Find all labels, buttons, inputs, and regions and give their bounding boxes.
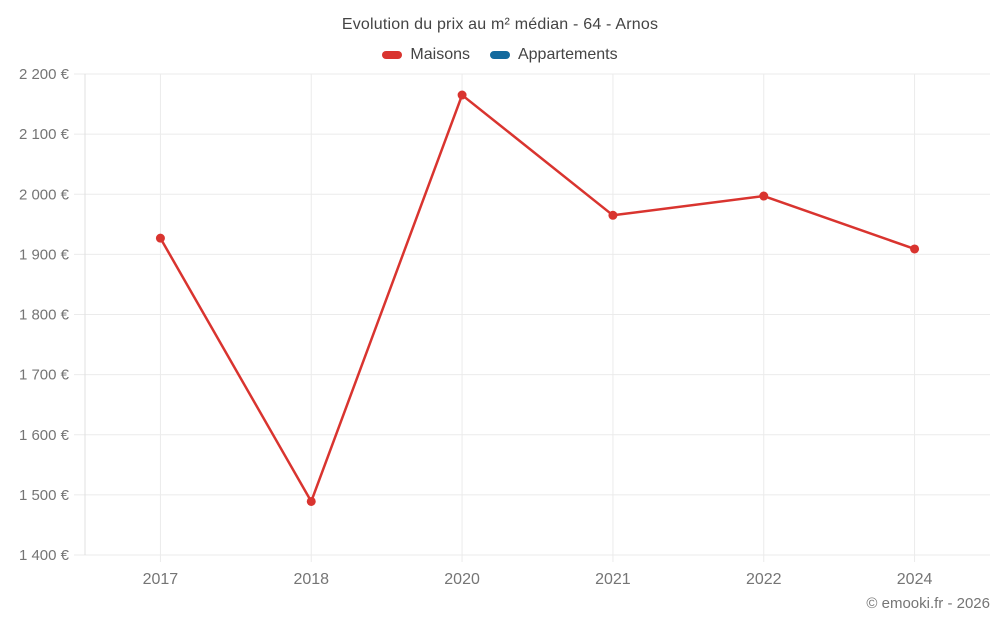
y-tick-label: 1 700 € — [19, 367, 70, 384]
y-tick-label: 1 900 € — [19, 246, 70, 263]
legend-swatch-maisons — [382, 51, 403, 59]
legend-item-maisons: Maisons — [382, 46, 470, 64]
x-tick-label: 2022 — [746, 571, 782, 588]
data-point-maisons — [608, 210, 618, 220]
x-tick-label: 2018 — [293, 571, 329, 588]
copyright: © emooki.fr - 2026 — [866, 595, 990, 612]
x-tick-label: 2024 — [897, 571, 933, 588]
data-point-maisons — [457, 90, 467, 100]
chart-title: Evolution du prix au m² médian - 64 - Ar… — [341, 16, 659, 33]
legend: Maisons Appartements — [0, 46, 1000, 64]
legend-item-appartements: Appartements — [489, 46, 618, 64]
y-tick-label: 1 500 € — [19, 487, 70, 504]
x-tick-label: 2017 — [143, 571, 179, 588]
y-tick-label: 2 000 € — [19, 186, 70, 203]
legend-label-maisons: Maisons — [410, 46, 470, 63]
data-point-maisons — [155, 233, 165, 243]
series-line-maisons — [159, 93, 916, 503]
y-tick-label: 1 800 € — [19, 307, 70, 324]
y-tick-label: 1 400 € — [19, 547, 70, 564]
x-tick-label: 2020 — [444, 571, 480, 588]
legend-swatch-appartements — [489, 51, 510, 59]
data-point-maisons — [306, 496, 316, 506]
legend-label-appartements: Appartements — [517, 46, 618, 63]
data-point-maisons — [910, 244, 920, 254]
y-tick-label: 1 600 € — [19, 427, 70, 444]
y-tick-label: 2 100 € — [19, 126, 70, 143]
x-tick-label: 2021 — [595, 571, 631, 588]
y-tick-label: 2 200 € — [19, 66, 70, 83]
data-point-maisons — [759, 191, 769, 201]
